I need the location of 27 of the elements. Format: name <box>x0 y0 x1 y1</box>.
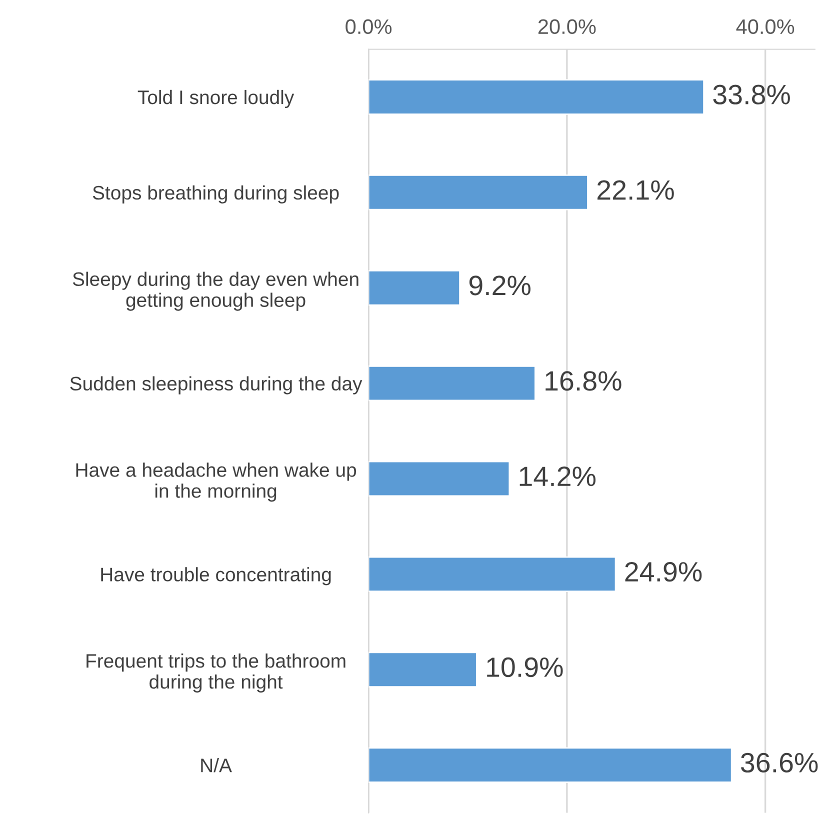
x-tick-label: 0.0% <box>346 19 392 34</box>
data-label: 9.2% <box>469 276 530 296</box>
bar <box>368 270 460 306</box>
bar <box>368 79 705 115</box>
y-tick-label: Frequent trips to the bathroom during the night <box>86 654 346 693</box>
bar <box>368 365 536 402</box>
x-tick-label: 40.0% <box>736 19 794 34</box>
bar <box>368 556 616 592</box>
y-tick-label: Have a headache when wake up in the morning <box>76 462 356 502</box>
data-label: 10.9% <box>487 657 563 678</box>
y-tick-label: Sudden sleepiness during the day <box>70 376 362 394</box>
x-tick-label: 20.0% <box>538 19 596 34</box>
y-tick-label: Sleepy during the day even when getting enough sleep <box>72 272 358 311</box>
data-label: 14.2% <box>520 466 596 486</box>
data-label: 36.6% <box>740 752 818 773</box>
y-tick-label: N/A <box>201 758 232 772</box>
data-label: 24.9% <box>625 562 702 582</box>
bar <box>368 460 510 497</box>
bar <box>368 652 478 688</box>
data-label: 33.8% <box>713 84 790 104</box>
y-tick-label: Told I snore loudly <box>138 90 294 108</box>
y-tick-label: Stops breathing during sleep <box>92 185 339 204</box>
data-label: 22.1% <box>597 180 674 200</box>
y-tick-label: Have trouble concentrating <box>101 567 331 586</box>
bar <box>368 747 732 783</box>
data-label: 16.8% <box>546 371 622 391</box>
bar <box>368 174 588 210</box>
